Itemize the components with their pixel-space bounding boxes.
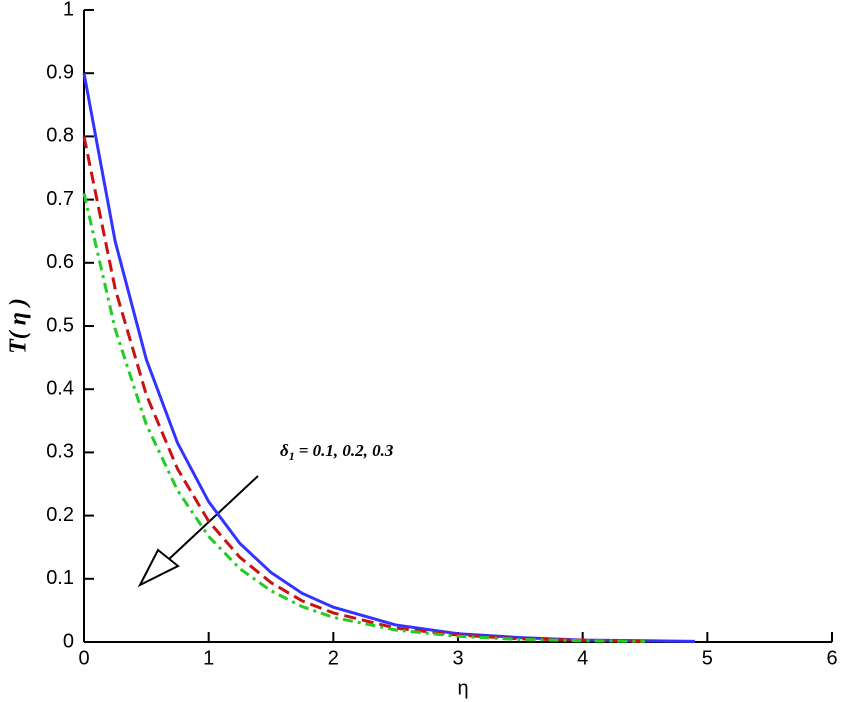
y-tick-label: 0.7	[46, 188, 74, 210]
y-tick-label: 0.8	[46, 125, 74, 147]
y-tick-label: 0.5	[46, 314, 74, 336]
line-series	[82, 192, 646, 643]
y-tick-label: 0.3	[46, 441, 74, 463]
x-tick-label: 4	[577, 647, 588, 669]
annotation-text: = 0.1, 0.2, 0.3	[299, 441, 394, 460]
annotation-arrow	[137, 475, 259, 588]
arrow-shaft	[167, 475, 259, 561]
x-axis-label: η	[457, 677, 468, 699]
y-tick-label: 0.9	[46, 61, 74, 83]
y-tick-label: 0	[63, 630, 74, 652]
x-tick-label: 5	[702, 647, 713, 669]
x-tick-label: 1	[203, 647, 214, 669]
y-tick-label: 0.6	[46, 251, 74, 273]
annotation: δ1 = 0.1, 0.2, 0.3	[280, 441, 394, 463]
x-tick-label: 3	[452, 647, 463, 669]
y-tick-label: 0.2	[46, 504, 74, 526]
y-tick-label: 0.4	[46, 377, 74, 399]
y-tick-label: 0.1	[46, 567, 74, 589]
x-tick-label: 0	[78, 647, 89, 669]
annotation-subscript: 1	[289, 449, 295, 463]
line-series	[82, 72, 695, 643]
x-tick-label: 2	[328, 647, 339, 669]
x-tick-label: 6	[826, 647, 837, 669]
arrow-head	[137, 548, 180, 588]
annotation-symbol: δ	[280, 441, 289, 460]
y-axis-label: T( η )	[6, 298, 32, 354]
y-tick-label: 1	[63, 0, 74, 20]
